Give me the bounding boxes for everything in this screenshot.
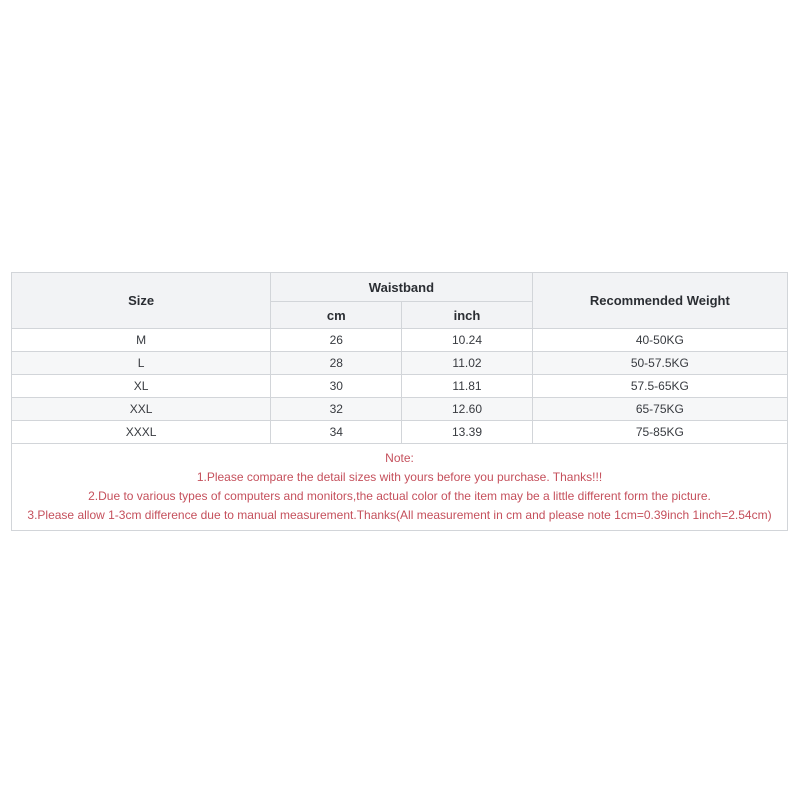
cm-value: 34 — [270, 420, 403, 444]
inch-value: 12.60 — [401, 397, 533, 421]
table-row-xxl: XXL 32 12.60 65-75KG — [10, 397, 789, 421]
note-line-2: 2.Due to various types of computers and … — [88, 489, 711, 503]
table-row-xl: XL 30 11.81 57.5-65KG — [10, 374, 789, 398]
size-value: XXXL — [10, 420, 272, 444]
weight-value: 40-50KG — [531, 328, 789, 352]
weight-value: 75-85KG — [531, 420, 789, 444]
size-value: M — [10, 328, 272, 352]
note-title: Note: — [385, 451, 414, 465]
weight-value: 57.5-65KG — [531, 374, 789, 398]
cm-value: 32 — [270, 397, 403, 421]
size-table-header: Size Waistband Recommended Weight cm inc… — [10, 272, 789, 329]
column-header-cm: cm — [270, 301, 403, 329]
cm-value: 28 — [270, 351, 403, 375]
table-row-m: M 26 10.24 40-50KG — [10, 328, 789, 352]
weight-value: 50-57.5KG — [531, 351, 789, 375]
size-value: XXL — [10, 397, 272, 421]
column-header-waistband: Waistband — [270, 272, 533, 302]
size-chart-table: Size Waistband Recommended Weight cm inc… — [10, 272, 789, 531]
column-header-recommended-weight: Recommended Weight — [531, 272, 789, 329]
note-line-3: 3.Please allow 1-3cm difference due to m… — [27, 508, 772, 522]
inch-value: 13.39 — [401, 420, 533, 444]
inch-value: 10.24 — [401, 328, 533, 352]
table-row-l: L 28 11.02 50-57.5KG — [10, 351, 789, 375]
inch-value: 11.81 — [401, 374, 533, 398]
inch-value: 11.02 — [401, 351, 533, 375]
weight-value: 65-75KG — [531, 397, 789, 421]
note-line-1: 1.Please compare the detail sizes with y… — [196, 470, 603, 484]
note-row: Note: 1.Please compare the detail sizes … — [11, 443, 788, 531]
note-cell: Note: 1.Please compare the detail sizes … — [11, 443, 788, 531]
column-header-size: Size — [10, 272, 272, 329]
column-header-inch: inch — [401, 301, 533, 329]
size-value: L — [10, 351, 272, 375]
table-row-xxxl: XXXL 34 13.39 75-85KG — [10, 420, 789, 444]
cm-value: 30 — [270, 374, 403, 398]
size-value: XL — [10, 374, 272, 398]
cm-value: 26 — [270, 328, 403, 352]
